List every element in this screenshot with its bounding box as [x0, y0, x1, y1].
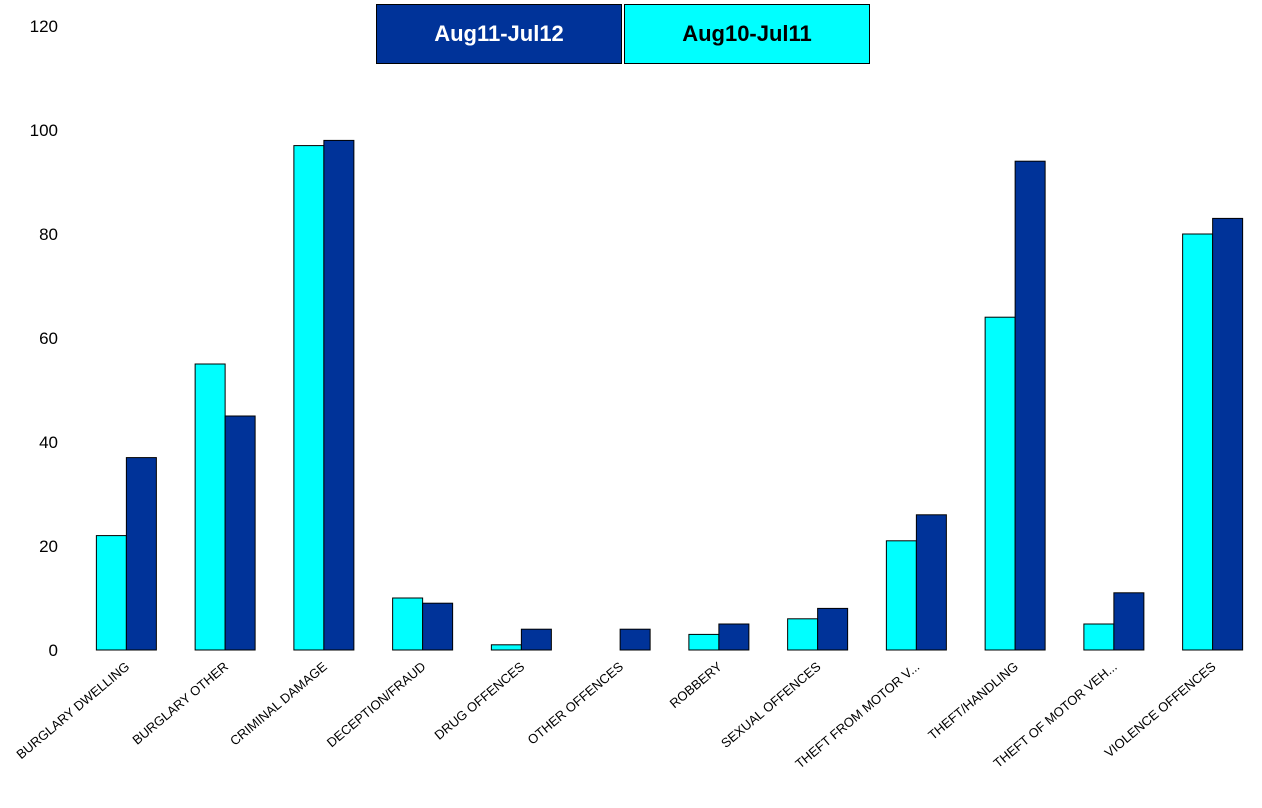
bar-aug10-jul11: [490, 644, 522, 651]
y-tick-label: 60: [39, 329, 58, 348]
bar-aug10-jul11: [1083, 623, 1115, 651]
bar-aug10-jul11: [984, 316, 1016, 651]
y-tick-label: 120: [30, 17, 58, 36]
y-tick-label: 80: [39, 225, 58, 244]
category-label: SEXUAL OFFENCES: [718, 659, 824, 751]
bar-aug11-jul12: [125, 457, 157, 651]
bar-aug11-jul12: [718, 623, 750, 651]
bar-aug11-jul12: [1113, 592, 1145, 651]
bar-aug11-jul12: [323, 139, 355, 651]
legend-label-aug11-jul12: Aug11-Jul12: [434, 21, 564, 46]
category-label: THEFT/HANDLING: [925, 659, 1021, 743]
bar-aug10-jul11: [392, 597, 424, 651]
bar-aug10-jul11: [688, 633, 720, 651]
category-label: ROBBERY: [667, 659, 725, 711]
bar-aug11-jul12: [619, 628, 651, 651]
bar-aug10-jul11: [194, 363, 226, 651]
bar-aug11-jul12: [915, 514, 947, 651]
category-label: DECEPTION/FRAUD: [324, 659, 429, 750]
category-label: OTHER OFFENCES: [525, 659, 627, 748]
category-label: BURGLARY OTHER: [129, 659, 231, 748]
bar-aug11-jul12: [1212, 217, 1244, 651]
bar-aug10-jul11: [1182, 233, 1214, 651]
category-label: BURGLARY DWELLING: [13, 659, 132, 762]
bar-aug10-jul11: [885, 540, 917, 651]
legend-item-aug11-jul12: Aug11-Jul12: [376, 4, 622, 64]
bar-aug10-jul11: [95, 535, 127, 651]
bar-aug11-jul12: [817, 607, 849, 651]
bar-aug10-jul11: [787, 618, 819, 651]
bar-aug11-jul12: [224, 415, 256, 651]
category-label: CRIMINAL DAMAGE: [227, 659, 330, 749]
category-label: VIOLENCE OFFENCES: [1102, 659, 1219, 761]
bar-aug11-jul12: [422, 602, 454, 651]
bar-aug11-jul12: [520, 628, 552, 651]
bar-aug10-jul11: [293, 145, 325, 651]
legend-item-aug10-jul11: Aug10-Jul11: [624, 4, 870, 64]
y-tick-label: 100: [30, 121, 58, 140]
y-tick-label: 40: [39, 433, 58, 452]
y-tick-label: 20: [39, 537, 58, 556]
y-tick-label: 0: [49, 641, 58, 660]
bar-aug11-jul12: [1014, 160, 1046, 651]
category-label: DRUG OFFENCES: [431, 659, 527, 743]
legend-label-aug10-jul11: Aug10-Jul11: [682, 21, 812, 46]
